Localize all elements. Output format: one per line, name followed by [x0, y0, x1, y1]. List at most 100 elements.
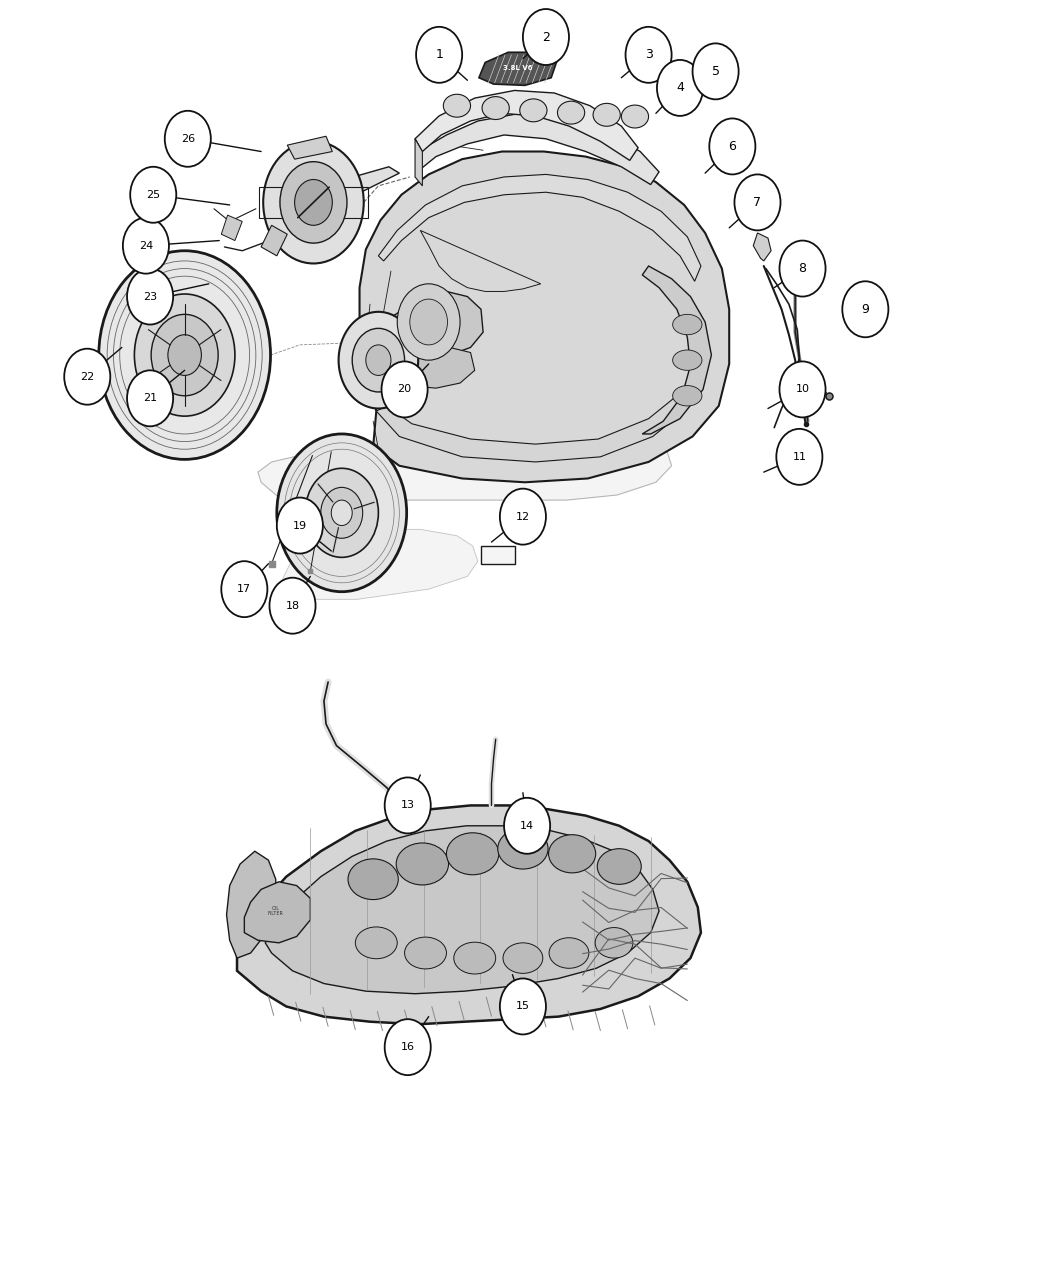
Polygon shape [261, 226, 288, 256]
Polygon shape [643, 266, 712, 434]
Text: 4: 4 [676, 82, 684, 94]
Circle shape [779, 361, 825, 417]
Circle shape [734, 175, 780, 231]
Circle shape [277, 497, 323, 553]
Circle shape [410, 300, 447, 346]
Circle shape [168, 335, 202, 375]
Text: 17: 17 [237, 584, 251, 594]
Ellipse shape [558, 101, 585, 124]
Circle shape [365, 346, 391, 375]
Text: 23: 23 [143, 292, 158, 302]
Circle shape [523, 9, 569, 65]
Circle shape [504, 798, 550, 854]
Text: 1: 1 [435, 48, 443, 61]
Ellipse shape [548, 835, 595, 873]
Polygon shape [415, 91, 638, 161]
Text: 20: 20 [398, 385, 412, 394]
Text: 13: 13 [401, 801, 415, 811]
Circle shape [123, 218, 169, 274]
Circle shape [264, 142, 363, 264]
Polygon shape [481, 546, 514, 564]
Polygon shape [266, 826, 659, 993]
Polygon shape [415, 139, 422, 186]
Polygon shape [753, 233, 771, 261]
Text: 10: 10 [796, 385, 810, 394]
Circle shape [710, 119, 755, 175]
Ellipse shape [503, 942, 543, 973]
Ellipse shape [498, 829, 548, 870]
Circle shape [127, 269, 173, 325]
Circle shape [280, 162, 346, 244]
Circle shape [270, 578, 316, 634]
Circle shape [776, 428, 822, 484]
Text: 12: 12 [516, 511, 530, 521]
Circle shape [151, 315, 218, 395]
Circle shape [338, 312, 418, 408]
Ellipse shape [673, 385, 702, 405]
Text: 21: 21 [143, 393, 158, 403]
Circle shape [500, 978, 546, 1034]
Circle shape [134, 295, 235, 416]
Text: 3.8L V6: 3.8L V6 [503, 65, 532, 70]
Ellipse shape [622, 105, 649, 128]
Ellipse shape [520, 99, 547, 122]
Text: 2: 2 [542, 31, 550, 43]
Polygon shape [359, 152, 729, 482]
Text: OIL
FILTER: OIL FILTER [268, 905, 284, 917]
Circle shape [306, 468, 378, 557]
Polygon shape [383, 347, 475, 388]
Circle shape [842, 282, 888, 338]
Ellipse shape [396, 843, 448, 885]
Text: 19: 19 [293, 520, 307, 530]
Ellipse shape [355, 927, 397, 959]
Text: 22: 22 [80, 372, 94, 381]
Ellipse shape [597, 849, 642, 885]
Ellipse shape [446, 833, 499, 875]
Circle shape [352, 329, 404, 391]
Circle shape [384, 778, 430, 834]
Ellipse shape [673, 349, 702, 370]
Text: 16: 16 [401, 1042, 415, 1052]
Circle shape [64, 348, 110, 404]
Text: 5: 5 [712, 65, 719, 78]
Ellipse shape [348, 859, 398, 900]
Circle shape [657, 60, 704, 116]
Polygon shape [378, 292, 483, 354]
Polygon shape [282, 529, 478, 599]
Polygon shape [353, 167, 399, 196]
Circle shape [165, 111, 211, 167]
Ellipse shape [454, 942, 496, 974]
Circle shape [416, 27, 462, 83]
Circle shape [500, 488, 546, 544]
Circle shape [99, 251, 271, 459]
Ellipse shape [404, 937, 446, 969]
Polygon shape [288, 136, 332, 159]
Text: 11: 11 [793, 451, 806, 462]
Circle shape [321, 487, 362, 538]
Polygon shape [378, 175, 701, 282]
Polygon shape [222, 215, 243, 241]
Polygon shape [245, 882, 311, 942]
Ellipse shape [443, 94, 470, 117]
Text: 24: 24 [139, 241, 153, 251]
Circle shape [397, 284, 460, 360]
Text: 3: 3 [645, 48, 652, 61]
Ellipse shape [595, 928, 633, 958]
Polygon shape [227, 852, 276, 958]
Text: 6: 6 [729, 140, 736, 153]
Ellipse shape [549, 937, 589, 968]
Circle shape [779, 241, 825, 297]
Text: 7: 7 [754, 196, 761, 209]
Circle shape [381, 361, 427, 417]
Circle shape [127, 370, 173, 426]
Circle shape [384, 1019, 430, 1075]
Ellipse shape [593, 103, 621, 126]
Text: 15: 15 [516, 1001, 530, 1011]
Polygon shape [258, 440, 672, 500]
Text: 8: 8 [798, 263, 806, 275]
Polygon shape [237, 806, 701, 1024]
Polygon shape [479, 52, 556, 85]
Circle shape [277, 434, 406, 592]
Text: 14: 14 [520, 821, 534, 831]
Circle shape [222, 561, 268, 617]
